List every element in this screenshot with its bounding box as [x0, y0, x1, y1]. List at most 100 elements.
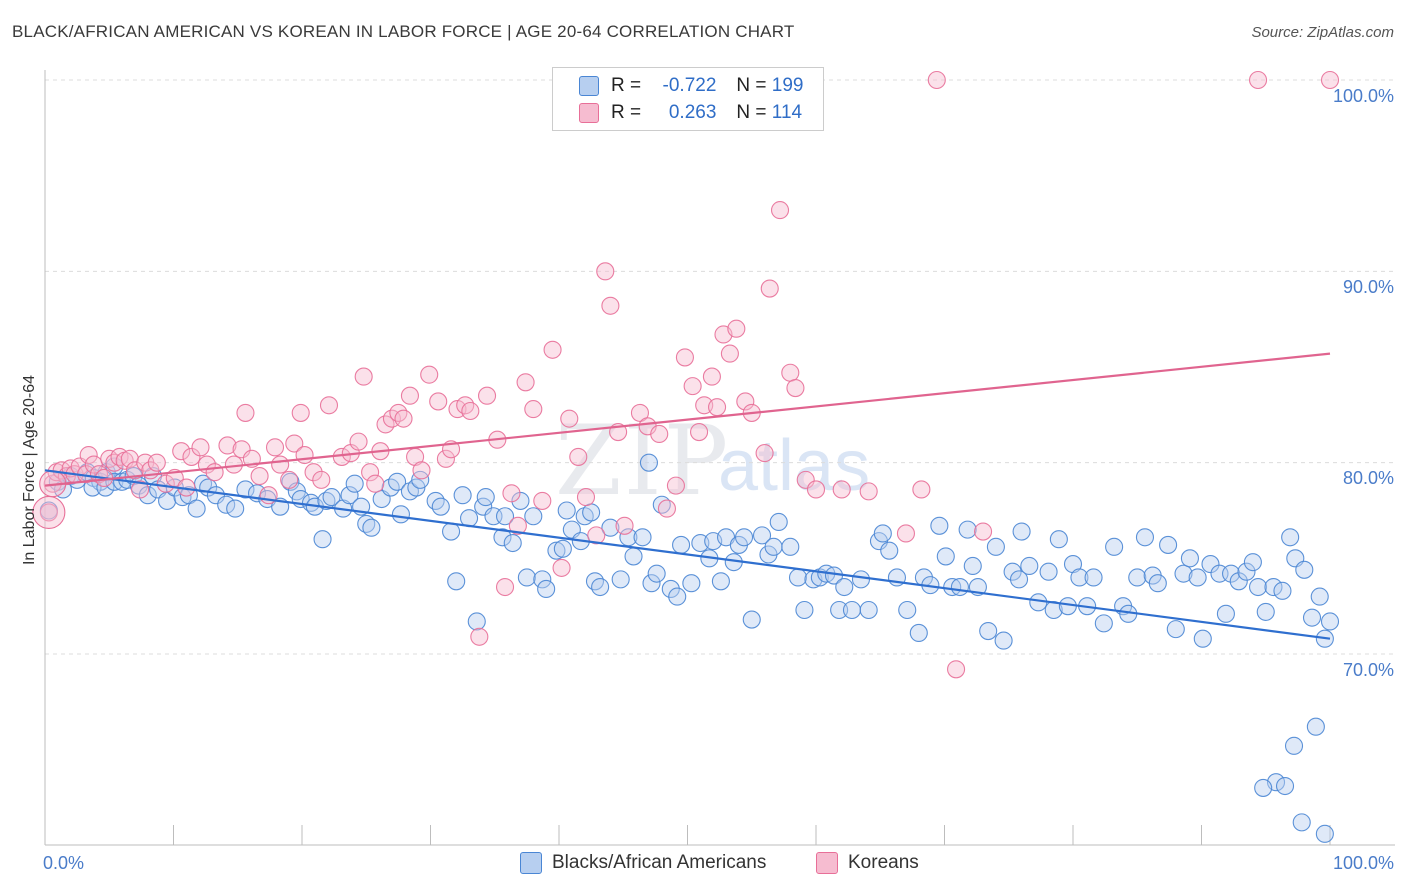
blacks-point — [1174, 564, 1193, 583]
koreans-point — [859, 482, 878, 501]
koreans-point — [400, 386, 419, 405]
blacks-point — [442, 522, 461, 541]
koreans-point — [543, 340, 562, 359]
koreans-point — [912, 480, 931, 499]
koreans-point — [786, 378, 805, 398]
koreans-point — [524, 400, 543, 419]
blacks-point — [1310, 587, 1329, 606]
koreans-point — [304, 463, 323, 482]
koreans-point — [236, 403, 255, 422]
blacks-point — [453, 486, 472, 505]
blacks-point — [1135, 528, 1155, 547]
blacks-point — [537, 579, 556, 598]
koreans-point — [470, 627, 489, 646]
blacks-point — [431, 497, 450, 516]
blacks-point — [1248, 577, 1268, 597]
koreans-point — [736, 392, 755, 411]
koreans-point — [280, 470, 299, 489]
koreans-trend-line — [44, 352, 1331, 487]
blacks-point — [795, 600, 814, 620]
blue-swatch — [520, 852, 542, 874]
blacks-point — [1166, 620, 1185, 639]
series-blacks-points — [39, 453, 1340, 843]
blacks-point — [851, 570, 871, 589]
blacks-point — [734, 528, 754, 547]
blacks-point — [830, 600, 849, 620]
blacks-point — [752, 526, 772, 545]
blacks-point — [986, 537, 1005, 556]
blacks-point — [1020, 556, 1039, 576]
legend-row-koreans: R = 0.263 N = 114 — [579, 101, 802, 125]
blacks-point — [553, 539, 572, 558]
blacks-point — [187, 499, 206, 518]
blacks-point — [769, 512, 788, 532]
blacks-point — [711, 572, 730, 591]
koreans-point — [601, 296, 620, 315]
blacks-point — [1229, 572, 1248, 591]
koreans-point — [285, 434, 304, 453]
blacks-point — [1295, 560, 1314, 579]
blacks-point — [642, 574, 661, 593]
koreans-point — [394, 409, 413, 428]
koreans-point — [39, 503, 58, 522]
koreans-point — [781, 363, 800, 382]
blacks-point — [994, 631, 1013, 650]
blacks-point — [1084, 568, 1103, 587]
koreans-point — [720, 344, 739, 363]
blacks-point — [647, 564, 666, 583]
blacks-point — [1070, 568, 1089, 587]
koreans-point — [312, 470, 331, 489]
koreans-point — [354, 367, 373, 386]
blacks-point — [1264, 577, 1283, 597]
blacks-point — [624, 547, 643, 566]
blacks-point — [226, 499, 245, 518]
blacks-point — [930, 516, 949, 535]
blacks-point — [742, 610, 761, 629]
koreans-point — [366, 474, 385, 493]
koreans-point — [702, 367, 721, 386]
koreans-point — [389, 403, 408, 422]
blacks-point — [1256, 602, 1275, 621]
koreans-point — [569, 447, 588, 466]
koreans-point — [265, 438, 285, 457]
koreans-point — [502, 484, 521, 503]
blacks-point — [1094, 614, 1113, 633]
blacks-point — [1012, 522, 1031, 541]
pink-swatch — [579, 103, 599, 123]
blacks-point — [517, 568, 536, 587]
koreans-point — [947, 660, 966, 679]
blacks-point — [601, 518, 620, 537]
blacks-point — [1188, 568, 1207, 587]
axes — [44, 70, 1395, 846]
blacks-point — [495, 507, 515, 526]
legend-item-blacks: Blacks/African Americans — [520, 852, 766, 874]
blacks-point — [591, 577, 610, 597]
koreans-point — [770, 201, 790, 220]
blacks-point — [1243, 553, 1262, 572]
koreans-point — [615, 516, 634, 535]
koreans-point — [690, 423, 709, 442]
koreans-point — [552, 558, 571, 577]
blacks-point — [835, 577, 854, 597]
blacks-point — [426, 491, 445, 510]
blacks-point — [898, 600, 917, 620]
blacks-point — [533, 570, 552, 589]
koreans-point — [191, 438, 210, 457]
koreans-point — [319, 396, 339, 415]
blacks-point — [1039, 562, 1058, 581]
koreans-point — [349, 432, 368, 451]
koreans-point — [412, 461, 431, 480]
stats-legend: R = -0.722 N = 199 R = 0.263 N = 114 — [552, 67, 824, 131]
koreans-point — [708, 398, 727, 417]
blacks-point — [467, 612, 486, 631]
blacks-point — [1315, 824, 1334, 843]
koreans-point — [675, 348, 694, 367]
koreans-point — [477, 386, 497, 405]
koreans-point — [250, 467, 269, 486]
blacks-point — [217, 495, 236, 514]
chart-title: BLACK/AFRICAN AMERICAN VS KOREAN IN LABO… — [12, 22, 795, 41]
blacks-point — [1128, 568, 1147, 587]
koreans-point — [657, 499, 676, 518]
blacks-point — [633, 528, 652, 547]
blacks-point — [322, 488, 341, 507]
